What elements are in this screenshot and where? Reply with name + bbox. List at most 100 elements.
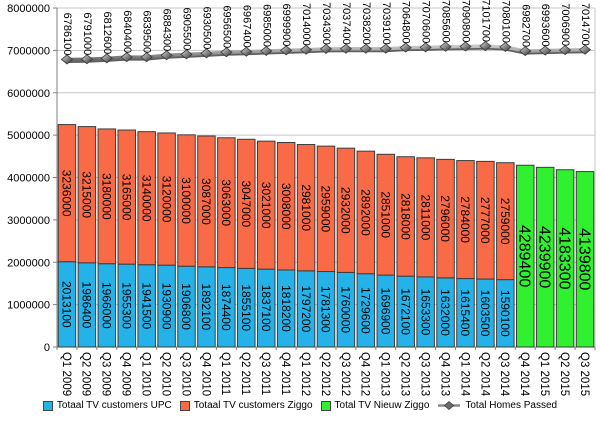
bar-segment (256, 140, 276, 270)
bar-value-label: 1874400 (219, 284, 233, 331)
bar-value-label: 2759000 (498, 198, 512, 245)
x-axis-label: Q3 2011 (259, 352, 271, 395)
line-value-label: 6956500 (220, 5, 232, 48)
line-marker-diamond-icon (578, 44, 592, 55)
bar-segment (376, 153, 396, 276)
x-axis-label: Q1 2015 (538, 352, 550, 396)
bar-value-label: 4239900 (535, 226, 552, 288)
bar-segment (276, 141, 296, 271)
line-value-label: 7014000 (300, 3, 312, 46)
x-axis-label: Q1 2010 (140, 352, 152, 396)
bar-segment (137, 131, 156, 266)
x-axis-label: Q1 2013 (379, 352, 391, 396)
bar-labels: 2013100 3236000 Q1 2009 1986400 3215000 Q2 20… (60, 170, 593, 397)
line-value-label: 6812600 (101, 11, 113, 54)
line-value-label: 7034300 (320, 2, 332, 45)
bar-segment (97, 128, 117, 265)
line-marker-diamond-icon (299, 44, 313, 55)
y-axis-tick-label: 1000000 (7, 300, 50, 312)
line-value-label: 7085600 (440, 0, 452, 43)
line-marker-diamond-icon (319, 43, 333, 54)
x-axis-label: Q3 2010 (179, 352, 191, 396)
bar-value-label: 2959000 (319, 185, 333, 232)
x-axis-label: Q3 2013 (418, 352, 430, 396)
line-marker-diamond-icon (160, 50, 173, 61)
bar-value-label: 1930900 (159, 283, 173, 330)
line-marker-diamond-icon (519, 46, 532, 57)
bar-value-label: 1760000 (339, 286, 353, 333)
bar-segment (416, 157, 435, 278)
x-axis-label: Q3 2012 (339, 352, 351, 396)
y-axis-tick-label: 2000000 (7, 257, 50, 269)
legend-label-homes-passed: Total Homes Passed (465, 400, 558, 411)
bar-segment (117, 129, 136, 265)
y-axis-tick-label: 4000000 (7, 173, 50, 185)
bar-series (57, 124, 595, 348)
bar-value-label: 1906800 (179, 283, 193, 330)
bar-value-label: 2811000 (418, 194, 432, 240)
bar-segment (535, 166, 555, 348)
x-axis-label: Q3 2009 (100, 352, 112, 396)
line-value-label: 6840400 (121, 10, 133, 53)
legend-swatch-ziggo-icon (179, 400, 190, 411)
bar-value-label: 1672100 (398, 288, 412, 335)
line-value-label: 6791000 (81, 12, 93, 55)
bar-segment (57, 124, 77, 263)
bar-value-label: 3047000 (239, 180, 253, 227)
line-value-label: 7037400 (340, 2, 352, 45)
y-axis-tick-label: 6000000 (7, 88, 50, 100)
bar-segment (217, 137, 236, 269)
line-value-label: 7014700 (579, 3, 591, 46)
line-value-label: 6967400 (240, 5, 252, 48)
bar-value-label: 1653300 (418, 289, 432, 336)
line-marker-diamond-icon (60, 54, 74, 65)
bar-value-label: 3236000 (60, 170, 74, 217)
line-marker-diamond-icon (260, 45, 273, 57)
y-axis-tick-label: 5000000 (7, 130, 50, 142)
bar-value-label: 1966000 (99, 282, 113, 329)
bar-segment (296, 144, 316, 272)
bar-value-label: 2932000 (339, 187, 353, 234)
bar-value-label: 4139800 (575, 228, 592, 290)
legend-line-marker-icon (438, 400, 461, 411)
x-axis-label: Q1 2011 (219, 352, 231, 395)
legend-swatch-upc-icon (42, 400, 53, 411)
bar-segment (157, 132, 176, 266)
bar-value-label: 3021000 (259, 182, 273, 229)
bar-value-label: 2784000 (458, 196, 472, 243)
x-axis-label: Q1 2012 (299, 352, 311, 396)
line-value-label: 7090800 (460, 0, 472, 43)
bar-segment (336, 147, 356, 273)
bar-segment (575, 171, 595, 348)
line-value-label: 6993600 (539, 4, 551, 47)
x-axis-label: Q4 2010 (199, 352, 211, 396)
legend-label-upc: Totaal TV customers UPC (56, 400, 172, 411)
chart-container: 0 1000000 2000000 3000000 4000000 5000000 6000… (7, 0, 596, 411)
line-marker-diamond-icon (80, 54, 94, 65)
line-marker-diamond-icon (120, 52, 133, 63)
bar-value-label: 3215000 (80, 171, 94, 218)
bar-value-label: 3100000 (179, 177, 193, 224)
y-axis-tick-label: 0 (44, 342, 50, 354)
bar-segment (356, 150, 376, 275)
line-value-label: 7070600 (420, 1, 432, 44)
line-marker-diamond-icon (459, 41, 472, 52)
line-marker-diamond-icon (180, 49, 193, 60)
line-value-label: 6884300 (161, 8, 173, 51)
bar-segment (516, 164, 535, 348)
bar-value-label: 1892100 (199, 284, 213, 331)
line-marker-diamond-icon (100, 53, 113, 64)
x-axis-label: Q2 2013 (399, 352, 411, 396)
line-value-label: 6786100 (61, 13, 73, 56)
x-axis-label: Q2 2014 (478, 352, 490, 397)
line-marker-diamond-icon (419, 42, 432, 53)
x-axis-label: Q4 2009 (120, 352, 132, 396)
x-axis-label: Q2 2009 (80, 352, 92, 396)
bar-value-label: 2013100 (60, 281, 74, 328)
bar-value-label: 4183300 (555, 227, 572, 289)
line-marker-diamond-icon (379, 43, 392, 54)
line-marker-diamond-icon (240, 46, 253, 57)
line-value-label: 6839500 (141, 10, 153, 53)
bar-value-label: 1781300 (319, 286, 333, 333)
bar-segment (476, 160, 495, 280)
